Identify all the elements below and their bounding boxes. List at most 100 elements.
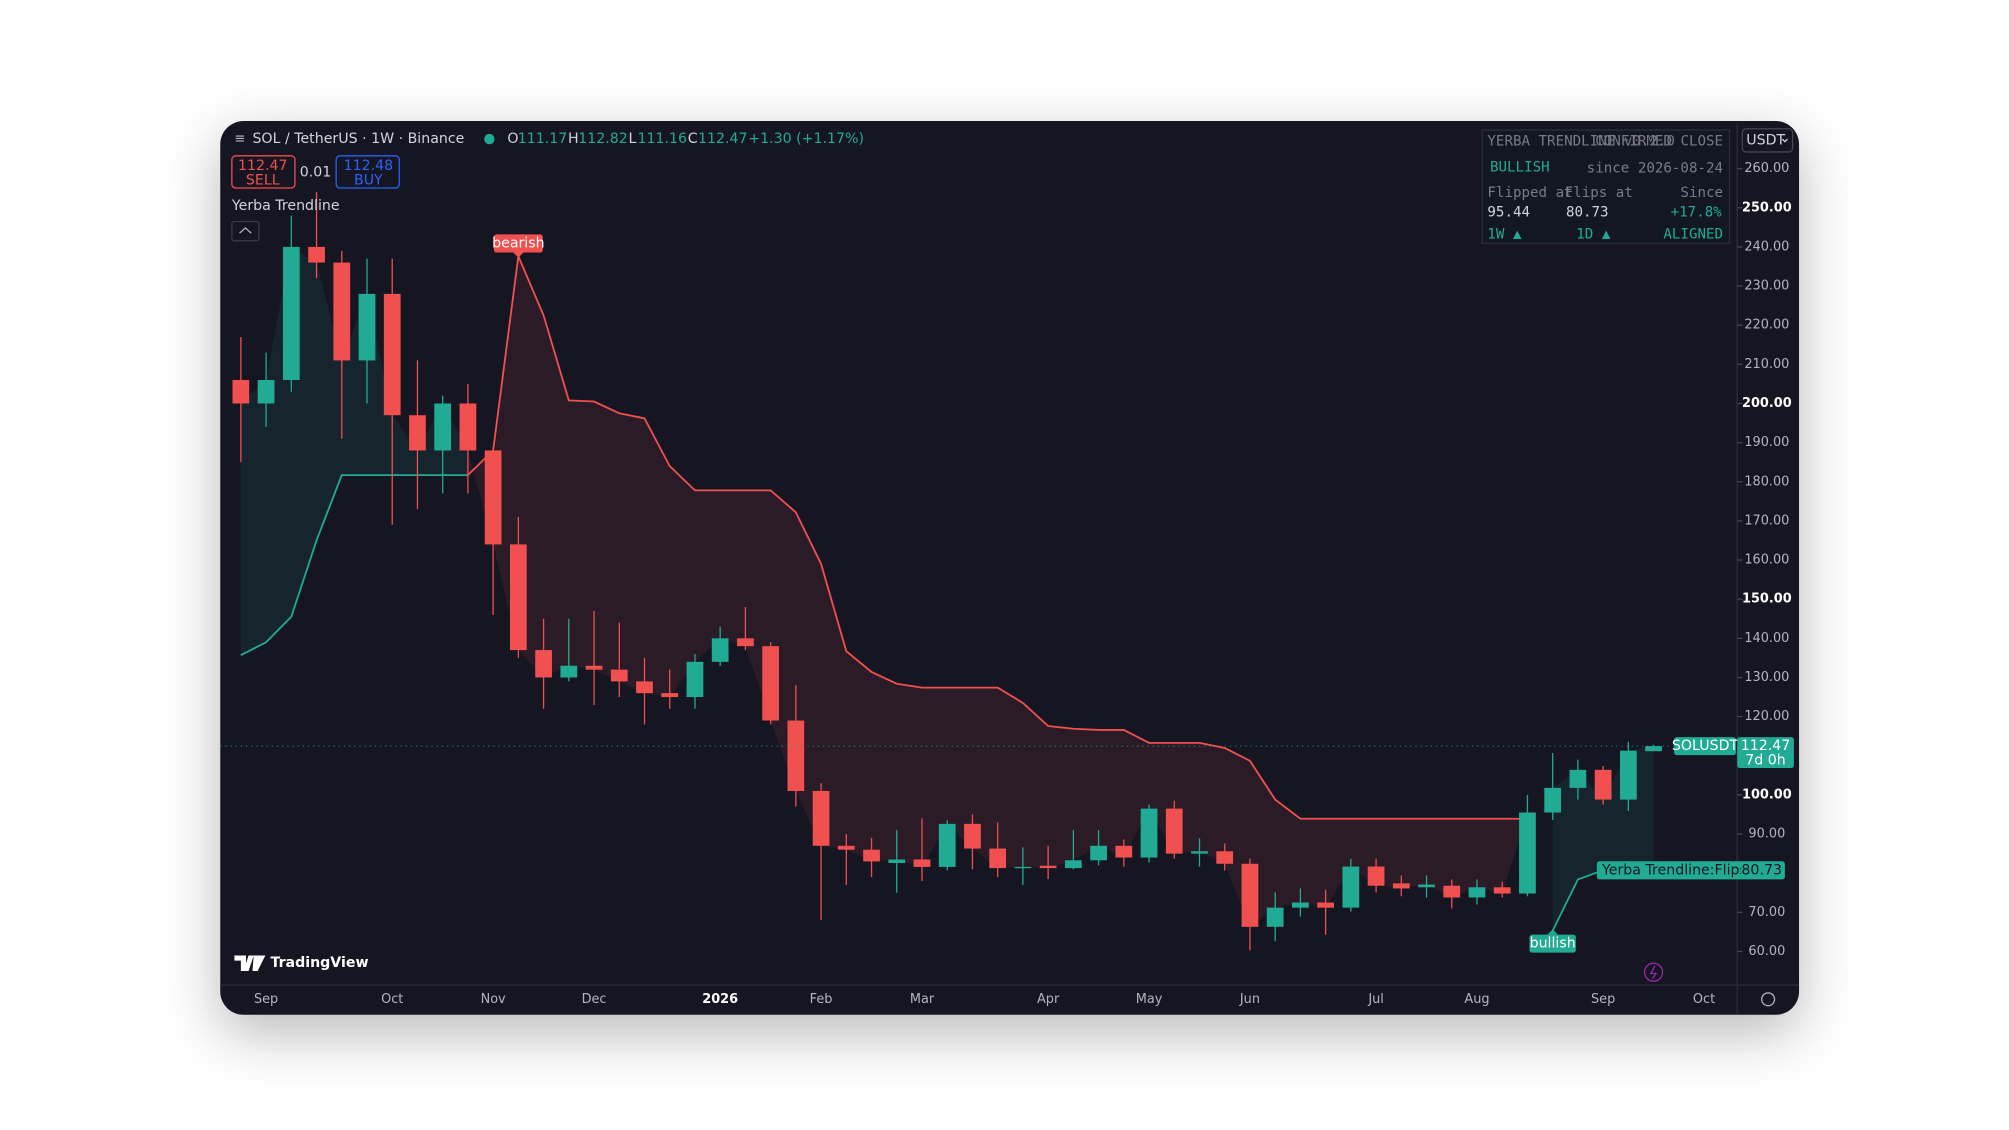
sell-label: SELL (246, 172, 280, 188)
y-tick-label: 250.00 (1742, 200, 1792, 215)
y-tick-label: 180.00 (1744, 474, 1789, 489)
x-tick-label: Sep (1591, 992, 1615, 1007)
brand-name: TradingView (270, 955, 368, 971)
panel-flipped-value: 95.44 (1487, 204, 1530, 220)
candle-body (358, 293, 376, 361)
y-tick-label: 170.00 (1744, 513, 1789, 528)
change: +1.30 (+1.17%) (748, 131, 864, 147)
panel-since-label: Since (1680, 185, 1723, 201)
candle-body (1519, 812, 1536, 894)
panel-since-date: since 2026-08-24 (1587, 161, 1723, 177)
x-tick-label: Mar (910, 992, 935, 1007)
candle-body (1317, 902, 1334, 908)
x-tick-label: Oct (1693, 992, 1715, 1007)
menu-icon[interactable]: ≡ (234, 132, 245, 147)
currency-chevron (1781, 138, 1788, 143)
candle-body (308, 246, 325, 263)
x-tick-label: May (1136, 992, 1163, 1007)
candle-body (383, 293, 401, 416)
candle-body (1443, 885, 1461, 898)
panel-flipped-label: Flipped at (1487, 185, 1572, 201)
panel-tf1: 1W ▲ (1487, 226, 1522, 242)
sell-button[interactable] (231, 155, 296, 189)
candle-body (535, 650, 552, 678)
x-tick-label: Jun (1239, 992, 1260, 1007)
card (220, 121, 1800, 1015)
y-tick-label: 200.00 (1742, 396, 1792, 411)
candle-body (1392, 883, 1410, 889)
symbol-tag-text: SOLUSDT (1672, 738, 1739, 754)
candle-body (232, 380, 250, 404)
bull-flag-tip (1547, 929, 1558, 935)
collapse-button[interactable] (231, 220, 260, 242)
flips-tag (1596, 861, 1785, 880)
c-label: C (688, 131, 698, 147)
candle-body (333, 262, 351, 361)
candle-body (888, 859, 906, 864)
candle-body (762, 646, 780, 721)
candle-body (787, 720, 805, 791)
x-tick-label: Dec (582, 992, 607, 1007)
candle-body (1090, 845, 1107, 861)
brand-logo (234, 955, 266, 971)
candle-body (686, 661, 704, 698)
y-tick-label: 60.00 (1748, 944, 1785, 959)
candle-body (509, 544, 527, 651)
settings-icon[interactable] (1761, 992, 1776, 1007)
candle-body (610, 669, 628, 682)
candle-body (1165, 808, 1183, 854)
price-tag-countdown: 7d 0h (1745, 752, 1785, 768)
candle-body (661, 693, 679, 698)
x-tick-label: Sep (254, 992, 278, 1007)
trend-line (467, 252, 1528, 820)
candle-body (938, 823, 956, 867)
y-tick-label: 190.00 (1744, 435, 1789, 450)
candle-body (812, 790, 830, 846)
panel-flips-label: Flips at (1565, 185, 1633, 201)
bear-flag-tip (513, 252, 524, 258)
alert-bolt (1649, 965, 1658, 980)
candle-body (459, 403, 477, 451)
flips-tag-value-bg (1741, 862, 1783, 879)
x-tick-label: 2026 (702, 992, 738, 1007)
y-tick-label: 160.00 (1744, 553, 1789, 568)
x-tick-label: Jul (1367, 992, 1384, 1007)
buy-button[interactable] (335, 155, 400, 189)
candle-body (409, 415, 426, 451)
x-tick-label: Oct (381, 992, 403, 1007)
candle-body (737, 638, 754, 647)
candle-body (1594, 769, 1612, 800)
candle-body (560, 665, 578, 678)
y-tick-label: 220.00 (1744, 318, 1789, 333)
panel-state: BULLISH (1490, 159, 1550, 175)
bear-label: bearish (492, 235, 544, 251)
panel-title: YERBA TRENDLINE v0.2.0 (1487, 134, 1675, 150)
spread: 0.01 (300, 165, 332, 181)
l-value: 111.16 (637, 131, 687, 147)
flips-tag-label: Yerba Trendline:Flips at (1601, 862, 1766, 878)
sell-price: 112.47 (238, 158, 288, 174)
y-tick-label: 260.00 (1744, 161, 1789, 176)
currency-button[interactable] (1741, 128, 1794, 153)
candle-body (863, 849, 880, 862)
price-tag (1737, 737, 1794, 768)
candle-body (636, 681, 653, 694)
alert-icon[interactable] (1643, 962, 1664, 982)
candle-body (711, 638, 729, 662)
price-tag-value: 112.47 (1741, 738, 1791, 754)
candle-body (1216, 851, 1234, 864)
x-tick-label: Feb (810, 992, 833, 1007)
bull-flag (1529, 934, 1576, 953)
candle-body (1367, 866, 1385, 886)
candle-body (434, 403, 452, 451)
y-tick-label: 100.00 (1742, 787, 1792, 802)
o-value: 111.17 (518, 131, 568, 147)
overlay: ≡ SOL / TetherUS · 1W · Binance O 111.17… (231, 128, 1794, 1007)
y-tick-label: 230.00 (1744, 279, 1789, 294)
candle-body (1140, 808, 1158, 858)
x-tick-label: Apr (1037, 992, 1060, 1007)
flips-tag-value: 80.73 (1741, 862, 1782, 878)
candle-body (484, 450, 502, 545)
buy-price: 112.48 (344, 158, 394, 174)
